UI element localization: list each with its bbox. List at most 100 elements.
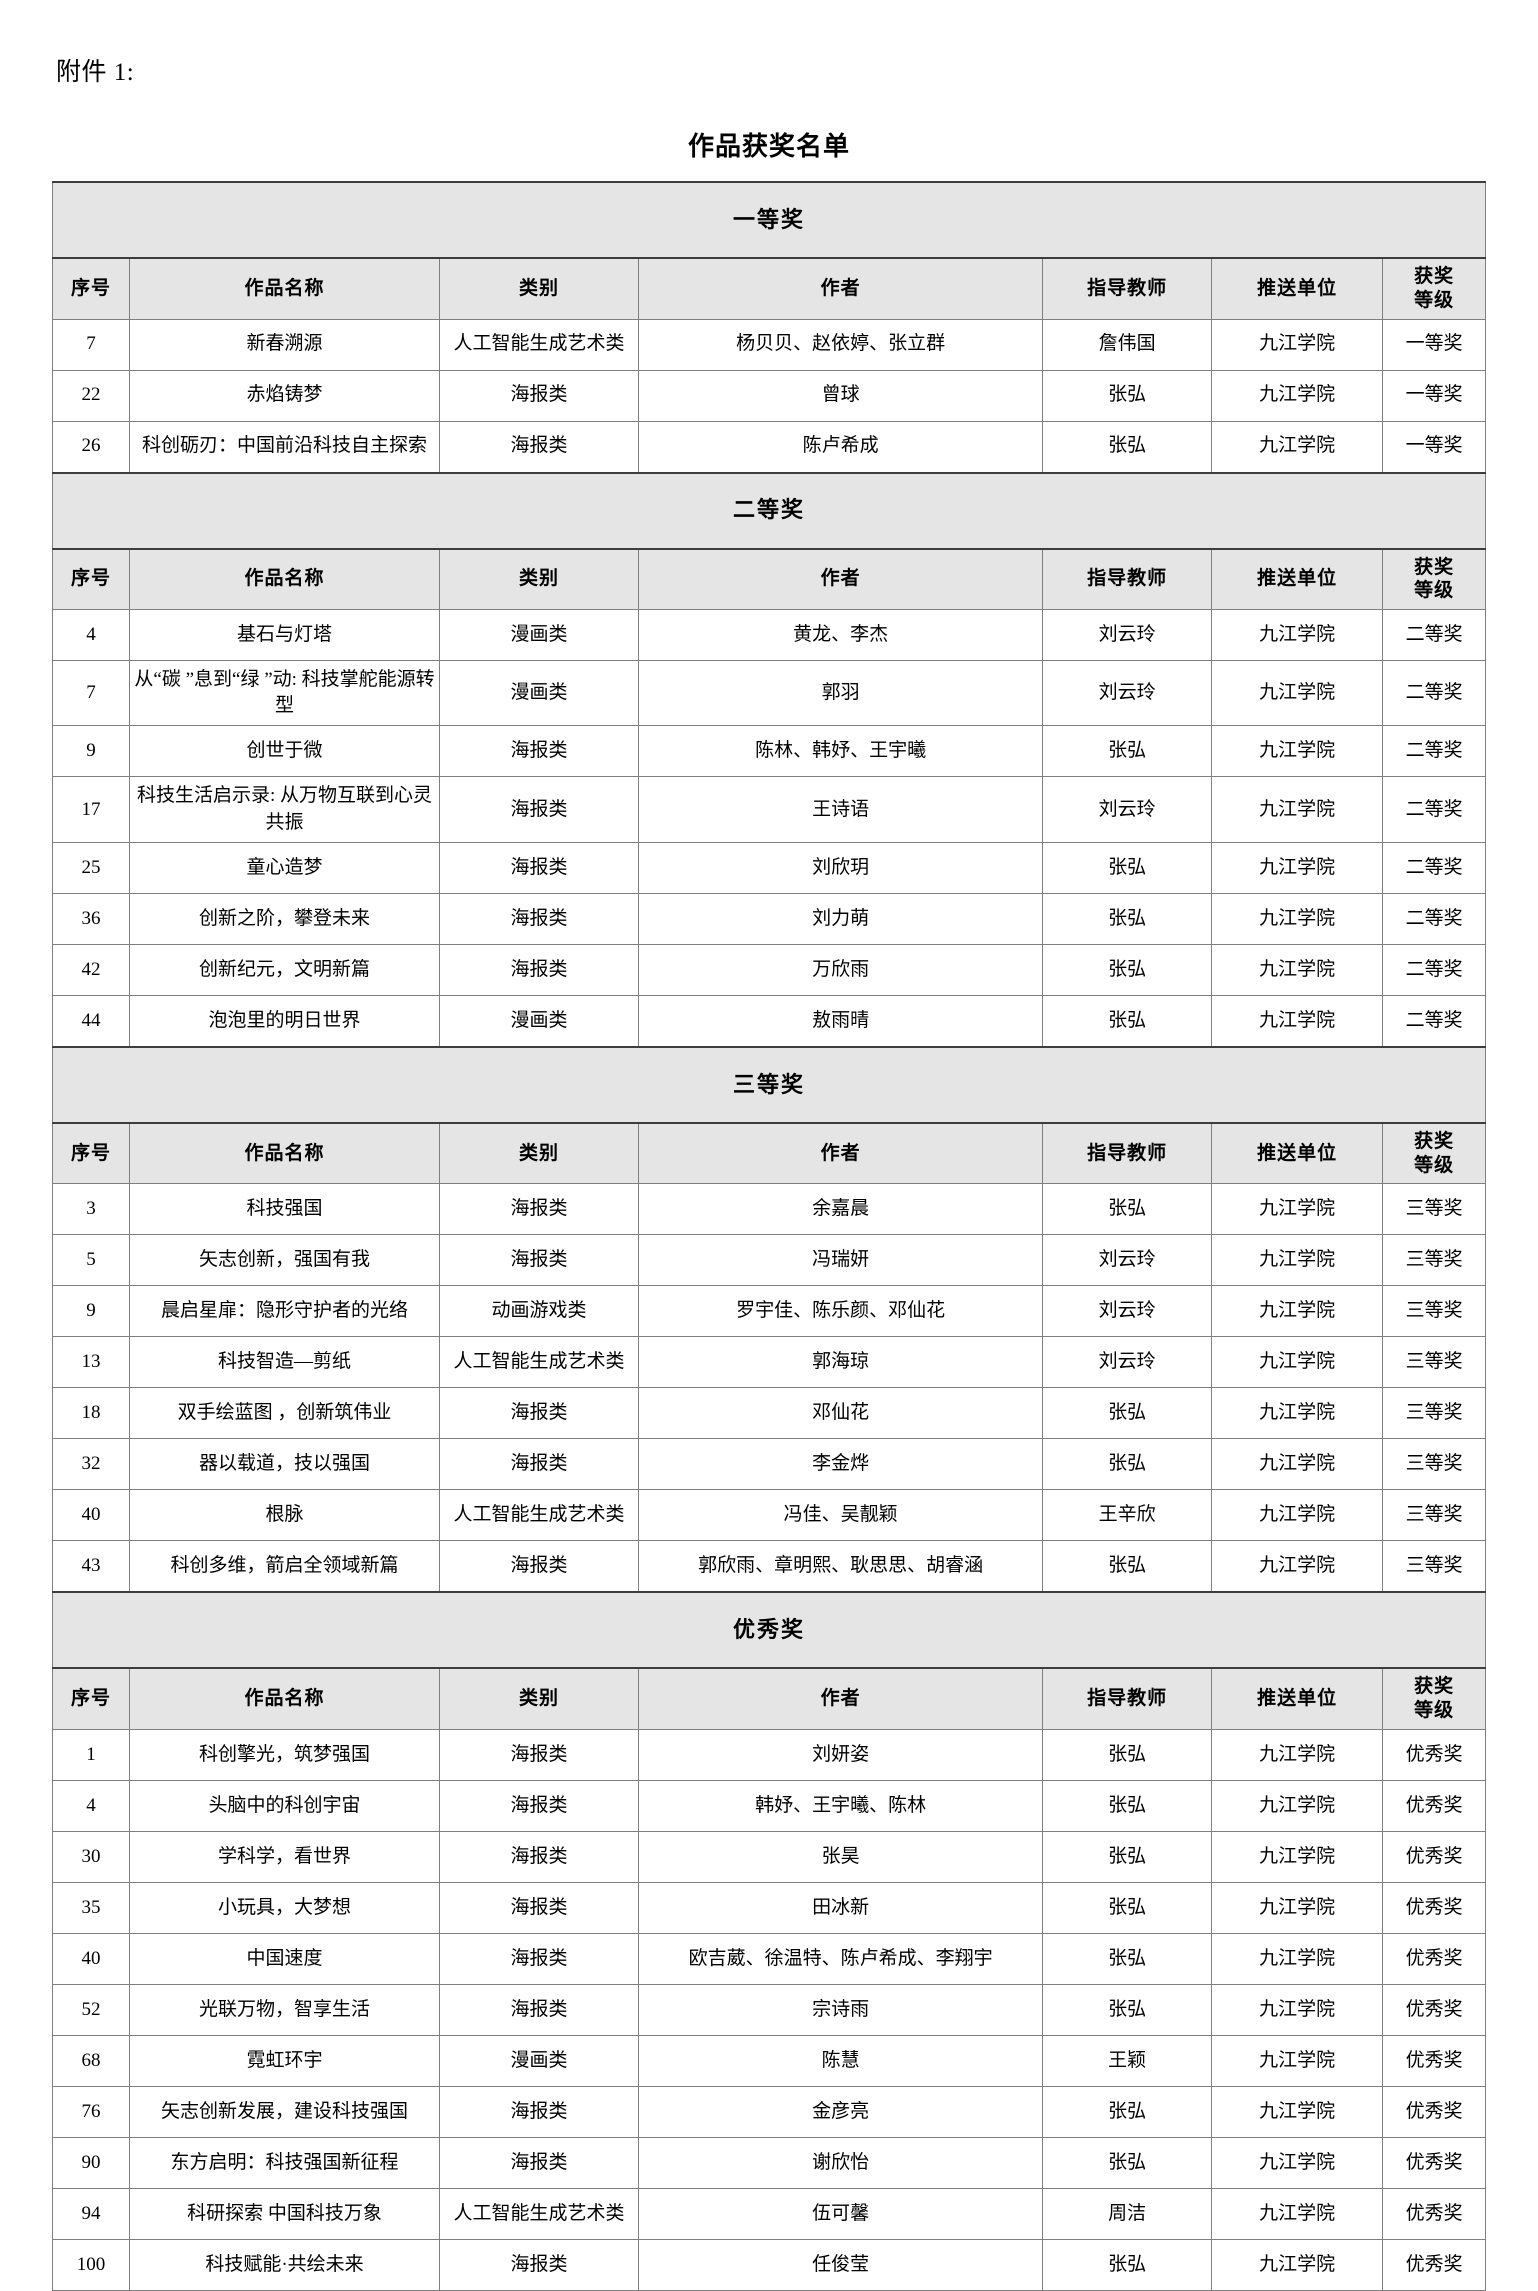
cell-unit: 九江学院	[1211, 1387, 1384, 1440]
cell-author: 李金烨	[637, 1438, 1044, 1491]
cell-unit: 九江学院	[1211, 2187, 1384, 2240]
cell-category: 人工智能生成艺术类	[439, 318, 639, 371]
cell-teacher: 刘云玲	[1042, 776, 1213, 843]
cell-name: 新春溯源	[128, 318, 441, 371]
table-header-row: 序号 作品名称 类别 作者 指导教师 推送单位 获奖 等级	[52, 548, 1486, 610]
cell-category: 海报类	[439, 1881, 639, 1934]
cell-author: 谢欣怡	[637, 2136, 1044, 2189]
cell-name: 科技强国	[128, 1183, 441, 1236]
column-header-teacher: 指导教师	[1042, 1122, 1213, 1185]
cell-author: 陈慧	[637, 2034, 1044, 2087]
cell-name: 科创砺刃：中国前沿科技自主探索	[128, 420, 441, 473]
cell-category: 海报类	[439, 1932, 639, 1985]
table-row: 5 矢志创新，强国有我 海报类 冯瑞妍 刘云玲 九江学院 三等奖	[52, 1234, 1486, 1287]
cell-name: 从“碳 ”息到“绿 ”动: 科技掌舵能源转型	[128, 659, 441, 727]
cell-teacher: 张弘	[1042, 1983, 1213, 2036]
cell-teacher: 刘云玲	[1042, 1336, 1213, 1389]
column-header-name: 作品名称	[128, 1122, 441, 1185]
cell-seq: 76	[52, 2085, 130, 2138]
cell-level: 优秀奖	[1382, 1983, 1486, 2036]
cell-unit: 九江学院	[1211, 841, 1384, 894]
column-header-seq: 序号	[52, 257, 130, 320]
cell-level: 优秀奖	[1382, 2187, 1486, 2240]
cell-seq: 32	[52, 1438, 130, 1491]
column-header-teacher: 指导教师	[1042, 548, 1213, 610]
cell-seq: 100	[52, 2238, 130, 2291]
column-header-level: 获奖 等级	[1382, 1122, 1486, 1185]
cell-teacher: 张弘	[1042, 1540, 1213, 1593]
cell-name: 创新纪元，文明新篇	[128, 943, 441, 996]
cell-seq: 26	[52, 420, 130, 473]
cell-level: 三等奖	[1382, 1336, 1486, 1389]
cell-level: 三等奖	[1382, 1285, 1486, 1338]
column-header-seq: 序号	[52, 548, 130, 610]
cell-seq: 68	[52, 2034, 130, 2087]
column-header-author: 作者	[637, 1667, 1044, 1730]
cell-author: 王诗语	[637, 776, 1044, 843]
table-row: 7 新春溯源 人工智能生成艺术类 杨贝贝、赵依婷、张立群 詹伟国 九江学院 一等奖	[52, 318, 1486, 371]
cell-teacher: 张弘	[1042, 2085, 1213, 2138]
cell-author: 邓仙花	[637, 1387, 1044, 1440]
cell-level: 二等奖	[1382, 609, 1486, 661]
cell-unit: 九江学院	[1211, 659, 1384, 727]
cell-seq: 9	[52, 725, 130, 778]
cell-teacher: 张弘	[1042, 994, 1213, 1048]
cell-unit: 九江学院	[1211, 725, 1384, 778]
table-row: 40 根脉 人工智能生成艺术类 冯佳、吴靓颖 王辛欣 九江学院 三等奖	[52, 1489, 1486, 1542]
column-header-level-line1: 获奖	[1414, 266, 1455, 287]
cell-level: 三等奖	[1382, 1540, 1486, 1593]
cell-teacher: 张弘	[1042, 841, 1213, 894]
cell-level: 优秀奖	[1382, 1881, 1486, 1934]
column-header-category: 类别	[439, 548, 639, 610]
table-row: 94 科研探索 中国科技万象 人工智能生成艺术类 伍可馨 周洁 九江学院 优秀奖	[52, 2187, 1486, 2240]
cell-seq: 7	[52, 318, 130, 371]
table-row: 22 赤焰铸梦 海报类 曾球 张弘 九江学院 一等奖	[52, 369, 1486, 422]
cell-name: 科技赋能·共绘未来	[128, 2238, 441, 2291]
cell-unit: 九江学院	[1211, 1234, 1384, 1287]
table-header-row: 序号 作品名称 类别 作者 指导教师 推送单位 获奖 等级	[52, 257, 1486, 320]
cell-teacher: 詹伟国	[1042, 318, 1213, 371]
cell-seq: 3	[52, 1183, 130, 1236]
table-row: 1 科创擎光，筑梦强国 海报类 刘妍姿 张弘 九江学院 优秀奖	[52, 1728, 1486, 1781]
table-row: 32 器以载道，技以强国 海报类 李金烨 张弘 九江学院 三等奖	[52, 1438, 1486, 1491]
cell-unit: 九江学院	[1211, 2034, 1384, 2087]
table-row: 68 霓虹环宇 漫画类 陈慧 王颖 九江学院 优秀奖	[52, 2034, 1486, 2087]
table-header-row: 序号 作品名称 类别 作者 指导教师 推送单位 获奖 等级	[52, 1122, 1486, 1185]
cell-author: 冯瑞妍	[637, 1234, 1044, 1287]
cell-unit: 九江学院	[1211, 1983, 1384, 2036]
cell-unit: 九江学院	[1211, 369, 1384, 422]
cell-seq: 42	[52, 943, 130, 996]
cell-level: 优秀奖	[1382, 1779, 1486, 1832]
cell-unit: 九江学院	[1211, 318, 1384, 371]
cell-author: 罗宇佳、陈乐颜、邓仙花	[637, 1285, 1044, 1338]
cell-category: 海报类	[439, 1183, 639, 1236]
cell-category: 动画游戏类	[439, 1285, 639, 1338]
table-row: 9 晨启星扉：隐形守护者的光络 动画游戏类 罗宇佳、陈乐颜、邓仙花 刘云玲 九江学院 三等奖	[52, 1285, 1486, 1338]
cell-name: 童心造梦	[128, 841, 441, 894]
cell-name: 学科学，看世界	[128, 1830, 441, 1883]
cell-level: 优秀奖	[1382, 1728, 1486, 1781]
cell-unit: 九江学院	[1211, 1728, 1384, 1781]
table-header-row: 序号 作品名称 类别 作者 指导教师 推送单位 获奖 等级	[52, 1667, 1486, 1730]
cell-category: 海报类	[439, 420, 639, 473]
cell-level: 三等奖	[1382, 1183, 1486, 1236]
cell-name: 基石与灯塔	[128, 609, 441, 661]
cell-author: 任俊莹	[637, 2238, 1044, 2291]
cell-category: 海报类	[439, 943, 639, 996]
table-row: 17 科技生活启示录: 从万物互联到心灵共振 海报类 王诗语 刘云玲 九江学院 二等奖	[52, 776, 1486, 843]
table-row: 9 创世于微 海报类 陈林、韩妤、王宇曦 张弘 九江学院 二等奖	[52, 725, 1486, 778]
column-header-seq: 序号	[52, 1122, 130, 1185]
cell-unit: 九江学院	[1211, 2136, 1384, 2189]
cell-author: 陈卢希成	[637, 420, 1044, 473]
cell-category: 海报类	[439, 892, 639, 945]
column-header-teacher: 指导教师	[1042, 1667, 1213, 1730]
attachment-label: 附件 1:	[56, 59, 135, 86]
cell-teacher: 刘云玲	[1042, 1285, 1213, 1338]
table-row: 40 中国速度 海报类 欧吉葳、徐温特、陈卢希成、李翔宇 张弘 九江学院 优秀奖	[52, 1932, 1486, 1985]
table-row: 100 科技赋能·共绘未来 海报类 任俊莹 张弘 九江学院 优秀奖	[52, 2238, 1486, 2291]
cell-seq: 36	[52, 892, 130, 945]
cell-category: 海报类	[439, 725, 639, 778]
table-row: 90 东方启明：科技强国新征程 海报类 谢欣怡 张弘 九江学院 优秀奖	[52, 2136, 1486, 2189]
cell-author: 余嘉晨	[637, 1183, 1044, 1236]
cell-unit: 九江学院	[1211, 994, 1384, 1048]
